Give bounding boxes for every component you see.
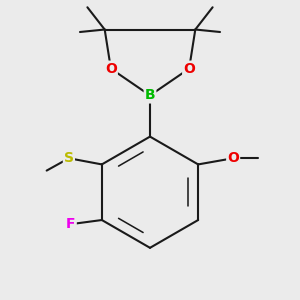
Text: F: F — [66, 217, 76, 231]
Text: O: O — [183, 62, 195, 76]
Text: O: O — [105, 62, 117, 76]
Text: O: O — [227, 151, 239, 165]
Text: B: B — [145, 88, 155, 102]
Text: S: S — [64, 151, 74, 165]
